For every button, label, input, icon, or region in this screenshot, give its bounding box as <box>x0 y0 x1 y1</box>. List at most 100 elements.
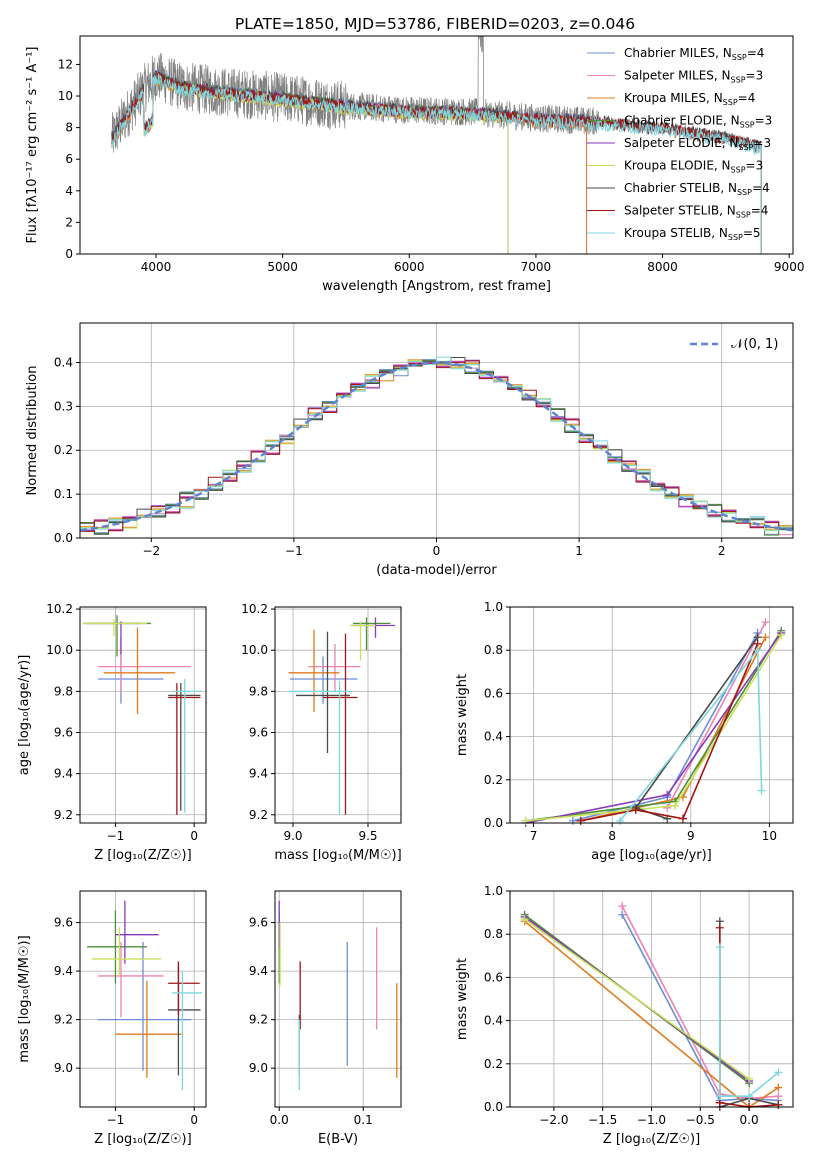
residual-histogram-step <box>80 356 793 532</box>
legend-n-symbol: N <box>722 159 731 173</box>
mass-weight-line <box>719 947 779 1097</box>
x-tick-label: 9.5 <box>358 829 377 843</box>
x-tick-label: 4000 <box>141 260 172 274</box>
y-tick-label: 9.4 <box>54 964 73 978</box>
mass-weight-line <box>621 914 779 1102</box>
mass-weight-line <box>525 632 782 824</box>
y-tick-label: 6 <box>65 152 73 166</box>
age-vs-mass-panel: 9.0 9.5 9.2 9.4 9.6 9.8 10.0 10.2 mass [log₁₀(M/… <box>241 602 401 863</box>
plus-marker <box>663 803 672 812</box>
axes-frame <box>79 606 207 824</box>
plus-marker <box>774 1083 783 1092</box>
x-tick-label: 0 <box>433 544 441 558</box>
legend-series-name: Chabrier MILES, <box>624 46 723 60</box>
mass-weight-series <box>520 915 754 1083</box>
errorbar-point <box>115 980 182 1078</box>
legend-nssp-value: =3 <box>746 159 764 173</box>
errorbar-point <box>288 681 353 815</box>
x-tick-label: 8 <box>608 829 616 843</box>
errorbar-point <box>87 910 147 984</box>
y-tick-label: 10.2 <box>241 602 268 616</box>
y-tick-label: 9.4 <box>54 767 73 781</box>
errorbar-point <box>323 633 358 815</box>
legend-n-symbol: N <box>727 204 736 218</box>
y-tick-label: 12 <box>58 57 73 71</box>
legend-subscript: SSP <box>740 121 755 130</box>
x-tick-label: 2 <box>718 544 726 558</box>
mass-weight-series <box>715 943 783 1101</box>
legend-n-symbol: N <box>722 69 731 83</box>
plus-marker <box>520 915 529 924</box>
plus-marker <box>777 631 786 640</box>
legend-series-name: Kroupa STELIB, <box>624 226 719 240</box>
legend-subscript: SSP <box>728 233 743 242</box>
weight-vs-metallicity-panel: −2.0 −1.5 −1.0 −0.5 0.0 0.0 0.2 0.4 0.6 0.8 1.0 Z [… <box>455 884 794 1147</box>
x-tick-label: −2.0 <box>539 1113 568 1127</box>
mass-weight-series <box>521 631 786 825</box>
axes-frame <box>79 890 207 1108</box>
plus-marker <box>761 618 770 627</box>
legend-n-symbol: N <box>729 136 738 150</box>
legend-subscript: SSP <box>723 98 738 107</box>
legend-subscript: SSP <box>736 211 751 220</box>
x-tick-label: 1 <box>575 544 583 558</box>
x-axis-label: Z [log₁₀(Z/Z☉)] <box>94 1132 191 1147</box>
y-tick-label: 9.2 <box>249 1013 268 1027</box>
plus-marker <box>745 1074 754 1083</box>
x-axis-label: E(B-V) <box>318 1132 358 1147</box>
y-tick-label: 0.0 <box>484 816 503 830</box>
errorbar-point <box>296 631 350 754</box>
axes-frame <box>509 606 794 824</box>
plus-marker <box>753 646 762 655</box>
plus-marker <box>678 814 687 823</box>
errorbar-point <box>350 621 376 661</box>
legend-entry: Salpeter ELODIE, NSSP=3 <box>624 136 771 152</box>
y-tick-label: 0.0 <box>54 531 73 545</box>
x-tick-label: 7000 <box>521 260 552 274</box>
errorbar-point <box>83 619 147 636</box>
x-tick-label: 0.1 <box>354 1113 373 1127</box>
y-tick-label: 0.6 <box>484 686 503 700</box>
figure-title: PLATE=1850, MJD=53786, FIBERID=0203, z=0… <box>235 15 635 33</box>
x-tick-label: 0 <box>190 829 198 843</box>
legend-subscript: SSP <box>731 76 746 85</box>
mass-weight-line <box>634 636 759 820</box>
residual-histogram-panel: −2 −1 0 1 2 0.0 0.1 0.2 0.3 0.4 (data-model)/error… <box>25 322 794 578</box>
axes-frame <box>79 35 794 255</box>
y-tick-label: 10.0 <box>241 643 268 657</box>
y-tick-label: 0 <box>65 247 73 261</box>
legend-entry: Chabrier ELODIE, NSSP=3 <box>624 114 772 130</box>
y-tick-label: 9.8 <box>249 684 268 698</box>
y-tick-label: 4 <box>65 184 73 198</box>
legend-nssp-value: =4 <box>751 204 769 218</box>
x-axis-label: Z [log₁₀(Z/Z☉)] <box>603 1132 700 1147</box>
y-axis-label: Normed distribution <box>25 366 40 496</box>
legend-n-symbol: N <box>714 91 723 105</box>
axes-frame <box>274 606 402 824</box>
y-tick-label: 10 <box>58 89 73 103</box>
axes-frame <box>274 890 402 1108</box>
mass-weight-line <box>524 918 750 1080</box>
y-tick-label: 8 <box>65 121 73 135</box>
x-tick-label: −1 <box>107 1113 125 1127</box>
y-tick-label: 1.0 <box>484 600 503 614</box>
legend-nssp-value: =5 <box>743 226 761 240</box>
y-tick-label: 9.2 <box>54 808 73 822</box>
x-axis-label: Z [log₁₀(Z/Z☉)] <box>94 848 191 863</box>
legend-series-name: Salpeter ELODIE, <box>624 136 729 150</box>
legend-subscript: SSP <box>732 53 747 62</box>
y-axis-label: mass weight <box>455 958 470 1040</box>
legend-series-name: Kroupa ELODIE, <box>624 159 722 173</box>
y-tick-label: 0.8 <box>484 643 503 657</box>
legend-entry: 𝒩(0, 1) <box>731 337 778 352</box>
legend-nssp-value: =4 <box>747 46 765 60</box>
errorbar-point <box>98 941 164 1018</box>
plus-marker <box>757 786 766 795</box>
plus-marker <box>761 633 770 642</box>
x-tick-label: −1 <box>285 544 303 558</box>
y-tick-label: 10.2 <box>46 602 73 616</box>
mass-weight-series <box>663 618 770 812</box>
legend-n-symbol: N <box>731 114 740 128</box>
x-tick-label: −1 <box>107 829 125 843</box>
